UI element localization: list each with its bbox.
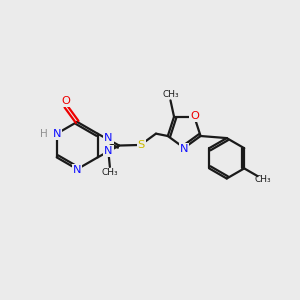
- Text: CH₃: CH₃: [162, 90, 179, 99]
- Text: N: N: [104, 146, 112, 156]
- Text: CH₃: CH₃: [254, 175, 271, 184]
- Text: O: O: [61, 96, 70, 106]
- Text: H: H: [40, 129, 48, 139]
- Text: N: N: [180, 144, 188, 154]
- Text: N: N: [104, 133, 112, 143]
- Text: S: S: [137, 140, 145, 150]
- Text: N: N: [73, 165, 81, 175]
- Text: N: N: [52, 129, 61, 139]
- Text: CH₃: CH₃: [102, 168, 118, 177]
- Text: O: O: [190, 111, 199, 121]
